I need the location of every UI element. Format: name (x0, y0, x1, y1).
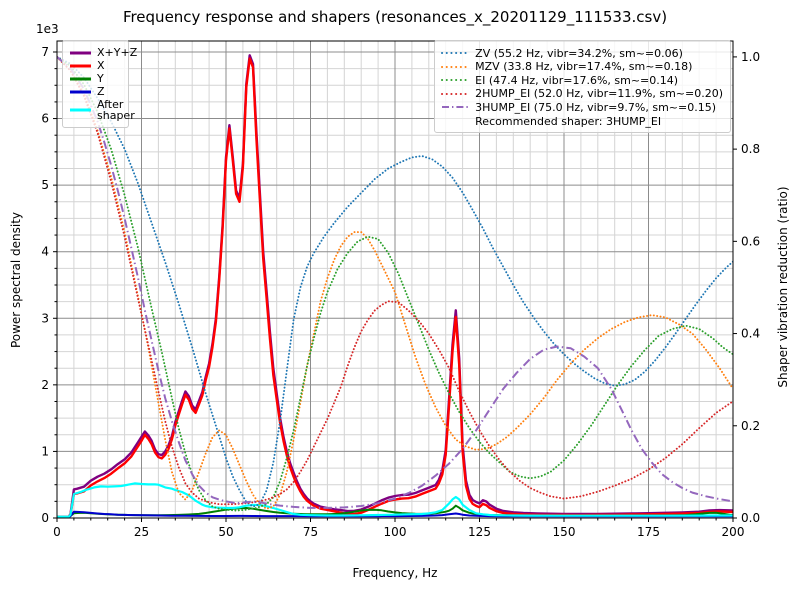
legend-psd-label: X (97, 59, 105, 72)
legend-shaper-label: 3HUMP_EI (75.0 Hz, vibr=9.7%, sm~=0.15) (475, 100, 717, 114)
y-right-tick-label: 0.0 (741, 511, 760, 525)
legend-psd-item: X+Y+Z (69, 47, 137, 58)
legend-sample-line (70, 64, 91, 67)
legend-shaper-item: EI (47.4 Hz, vibr=17.6%, sm~=0.14) (441, 75, 723, 86)
legend-shapers: ZV (55.2 Hz, vibr=34.2%, sm~=0.06) MZV (3… (434, 40, 731, 133)
legend-sample-line (70, 108, 91, 112)
tick-marks (53, 51, 737, 522)
y-right-tick-label: 0.4 (741, 327, 760, 341)
legend-sample-line (70, 77, 91, 80)
y-left-tick-label: 7 (41, 45, 49, 59)
legend-shaper-item: 2HUMP_EI (52.0 Hz, vibr=11.9%, sm~=0.20) (441, 88, 723, 99)
legend-psd-item: Z (69, 86, 121, 97)
x-tick-label: 125 (468, 525, 491, 539)
x-tick-label: 200 (722, 525, 745, 539)
y-left-tick-label: 4 (41, 245, 49, 259)
y-right-tick-label: 1.0 (741, 50, 760, 64)
legend-sample-line (442, 106, 469, 108)
y-right-tick-label: 0.2 (741, 419, 760, 433)
y-left-tick-label: 3 (41, 311, 49, 325)
y-left-tick-label: 6 (41, 112, 49, 126)
series-2hump-ei (57, 55, 733, 506)
y-axis-offset-label: 1e3 (36, 22, 59, 36)
legend-shaper-label: MZV (33.8 Hz, vibr=17.4%, sm~=0.18) (475, 60, 693, 73)
x-tick-label: 25 (134, 525, 149, 539)
legend-sample-line (441, 79, 470, 81)
x-tick-label: 50 (218, 525, 233, 539)
y-axis-label-right: Shaper vibration reduction (ratio) (776, 186, 790, 388)
y-left-tick-label: 1 (41, 444, 49, 458)
legend-psd-item: After shaper (69, 99, 135, 121)
legend-shaper-label: EI (47.4 Hz, vibr=17.6%, sm~=0.14) (475, 73, 679, 87)
x-tick-label: 75 (303, 525, 318, 539)
x-tick-label: 0 (53, 525, 61, 539)
y-left-tick-label: 2 (41, 378, 49, 392)
series-after-shaper (57, 482, 733, 518)
x-axis-label: Frequency, Hz (352, 566, 438, 580)
legend-sample-line (441, 65, 470, 68)
y-right-tick-label: 0.6 (741, 234, 760, 248)
x-tick-label: 100 (384, 525, 407, 539)
recommended-shaper-text: Recommended shaper: 3HUMP_EI (475, 114, 662, 128)
legend-psd-label: After shaper (97, 98, 135, 122)
legend-sample-line (70, 90, 91, 93)
series-x-y-z (57, 54, 733, 518)
series-3hump-ei (57, 56, 733, 509)
x-tick-label: 175 (637, 525, 660, 539)
legend-psd: X+Y+Z X Y Z After shaper (62, 40, 137, 128)
y-axis-label-left: Power spectral density (9, 211, 23, 349)
legend-sample-line (441, 92, 470, 95)
legend-shaper-item: ZV (55.2 Hz, vibr=34.2%, sm~=0.06) (441, 48, 723, 59)
y-right-tick-label: 0.8 (741, 142, 760, 156)
legend-psd-label: X+Y+Z (97, 46, 138, 59)
legend-shaper-label: ZV (55.2 Hz, vibr=34.2%, sm~=0.06) (475, 46, 683, 60)
legend-psd-item: Y (69, 73, 121, 84)
legend-sample-line (441, 52, 470, 54)
x-tick-label: 150 (553, 525, 576, 539)
legend-psd-label: Y (97, 72, 104, 85)
chart-title: Frequency response and shapers (resonanc… (122, 8, 668, 26)
legend-sample-line (70, 51, 91, 54)
legend-psd-item: X (69, 60, 121, 71)
series-x (57, 57, 733, 518)
y-left-tick-label: 5 (41, 178, 49, 192)
series-ei (57, 55, 733, 512)
legend-psd-label: Z (97, 85, 105, 98)
legend-shaper-item: MZV (33.8 Hz, vibr=17.4%, sm~=0.18) (441, 61, 723, 72)
series-mzv (57, 55, 733, 510)
series-zv (57, 55, 733, 508)
grid-major (57, 41, 733, 518)
legend-shaper-item: 3HUMP_EI (75.0 Hz, vibr=9.7%, sm~=0.15) (441, 102, 723, 113)
y-left-tick-label: 0 (41, 511, 49, 525)
legend-shaper-label: 2HUMP_EI (52.0 Hz, vibr=11.9%, sm~=0.20) (475, 87, 723, 100)
